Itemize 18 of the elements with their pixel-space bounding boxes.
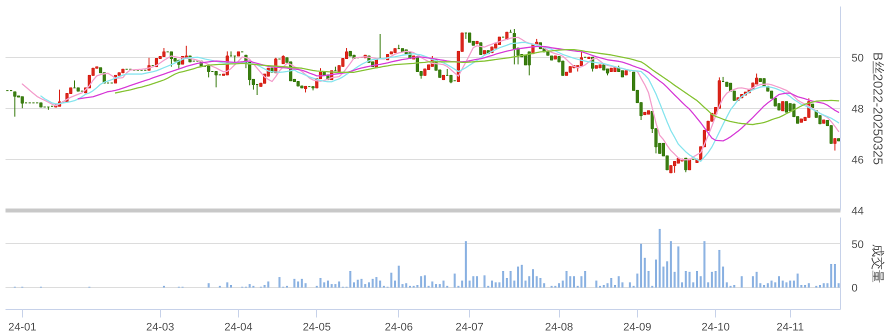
y-tick-label: 0 <box>852 282 858 295</box>
y-tick-label: 50 <box>852 52 864 64</box>
x-tick-label: 24-03 <box>146 322 174 333</box>
x-tick-label: 24-11 <box>776 322 804 333</box>
x-tick-label: 24-05 <box>302 322 331 333</box>
y-axis-title: 成交量 <box>870 244 886 283</box>
x-tick-label: 24-01 <box>8 322 36 333</box>
x-tick-label: 24-06 <box>384 322 413 333</box>
x-tick-label: 24-04 <box>224 322 253 333</box>
y-tick-label: 48 <box>852 104 864 116</box>
x-tick-label: 24-09 <box>623 322 652 333</box>
y-tick-label: 50 <box>852 238 864 251</box>
x-tick-label: 24-07 <box>456 322 484 333</box>
x-tick-label: 24-08 <box>544 322 574 333</box>
y-axis-title: B丝2022-20250325 <box>870 52 886 165</box>
y-tick-label: 46 <box>852 154 864 166</box>
y-tick-label: 44 <box>852 206 864 218</box>
x-tick-label: 24-10 <box>702 322 730 333</box>
